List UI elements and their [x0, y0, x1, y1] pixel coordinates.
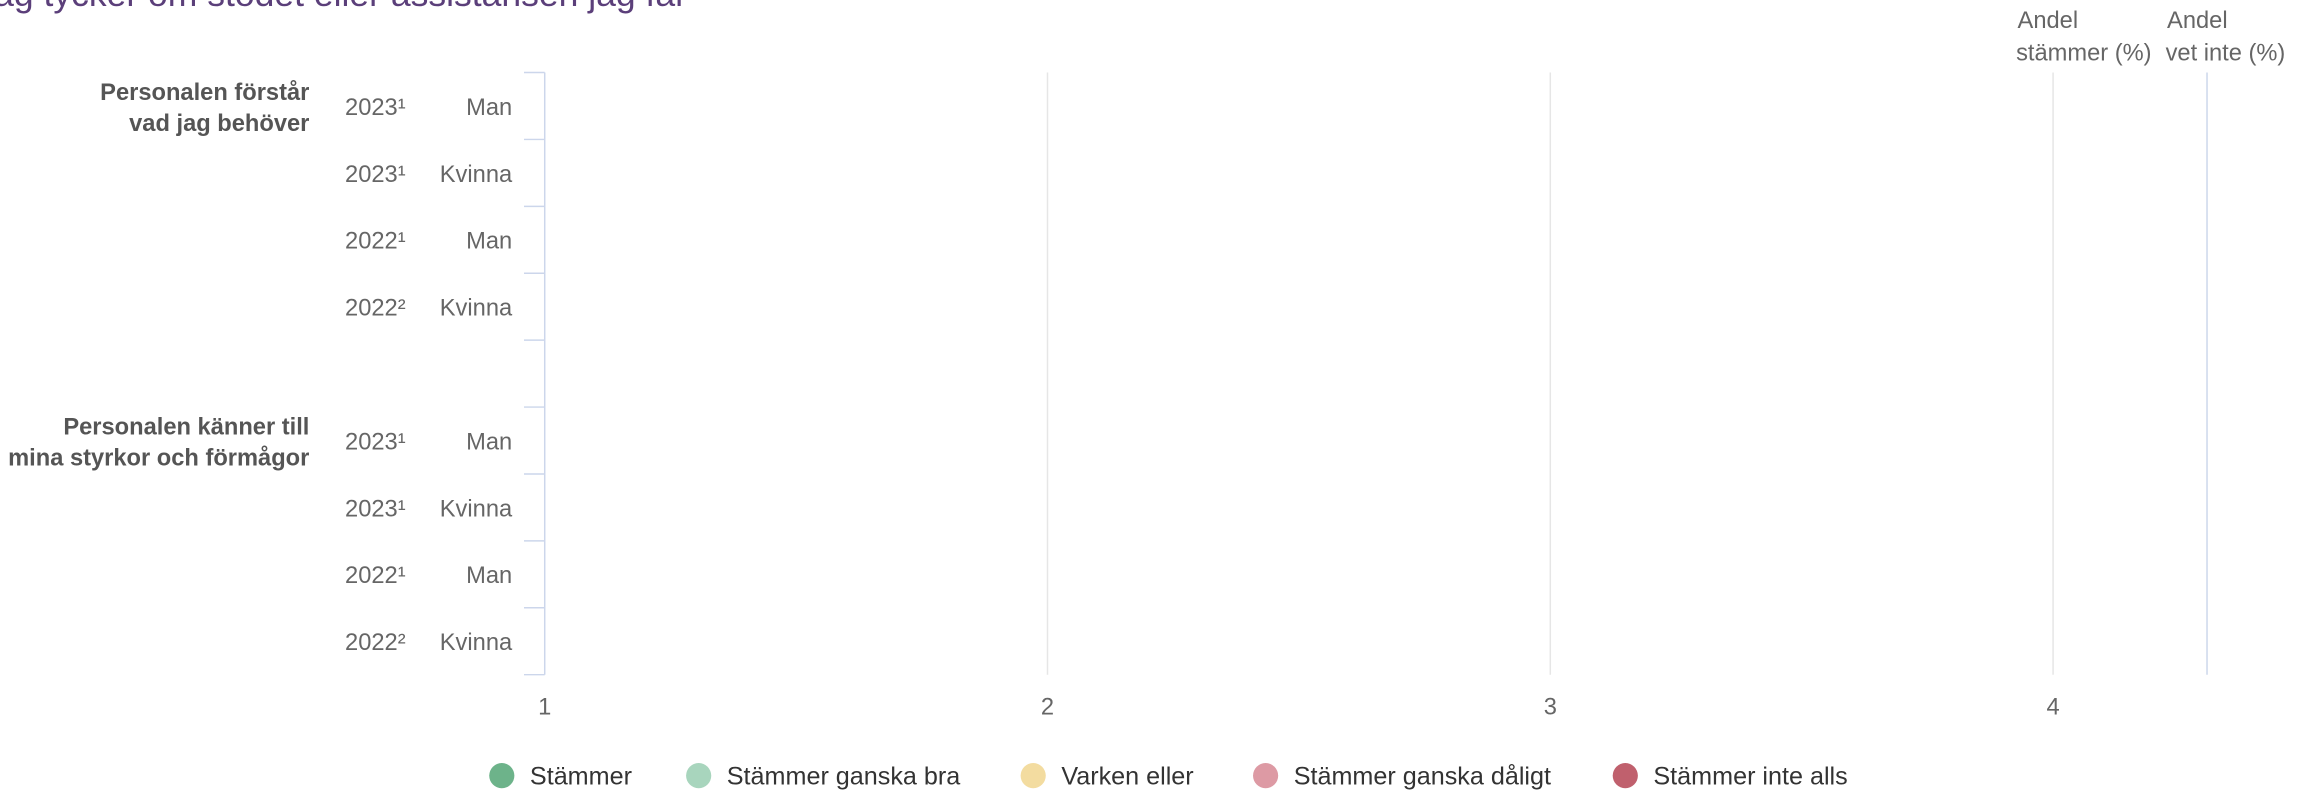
group-label: vad jag behöver [129, 111, 309, 137]
year-label: 2022¹ [345, 563, 406, 589]
legend-marker [1253, 763, 1279, 789]
year-label: 2022¹ [345, 229, 406, 255]
legend-label: Stämmer ganska bra [727, 763, 961, 791]
group-label: Personalen förstår [100, 80, 309, 106]
gender-label: Man [466, 95, 512, 121]
gender-label: Man [466, 229, 512, 255]
year-label: 2022² [345, 296, 406, 322]
legend-label: Stämmer [530, 763, 632, 791]
group-label: Personalen känner till [63, 415, 309, 441]
gender-label: Kvinna [440, 630, 513, 656]
x-tick-label: 4 [2046, 695, 2059, 721]
gender-label: Kvinna [440, 496, 513, 522]
group-label: mina styrkor och förmågor [8, 446, 309, 472]
gender-label: Kvinna [440, 296, 513, 322]
column-header: stämmer (%) [2016, 41, 2151, 67]
chart-title: ag tycker om stödet eller assistansen ja… [0, 0, 687, 14]
column-header: vet inte (%) [2166, 41, 2286, 67]
year-label: 2023¹ [345, 429, 406, 455]
legend-marker [489, 763, 515, 789]
year-label: 2023¹ [345, 496, 406, 522]
legend-label: Stämmer inte alls [1653, 763, 1847, 791]
legend-marker [1612, 763, 1638, 789]
year-label: 2023¹ [345, 162, 406, 188]
column-header: Andel [2167, 8, 2228, 34]
legend-label: Stämmer ganska dåligt [1294, 763, 1551, 791]
year-label: 2023¹ [345, 95, 406, 121]
gender-label: Man [466, 563, 512, 589]
gender-label: Man [466, 429, 512, 455]
legend-label: Varken eller [1061, 763, 1193, 791]
x-tick-label: 2 [1041, 695, 1054, 721]
year-label: 2022² [345, 630, 406, 656]
x-tick-label: 3 [1544, 695, 1557, 721]
gender-label: Kvinna [440, 162, 513, 188]
x-tick-label: 1 [538, 695, 551, 721]
column-header: Andel [2018, 8, 2079, 34]
legend-marker [686, 763, 712, 789]
legend-marker [1020, 763, 1046, 789]
